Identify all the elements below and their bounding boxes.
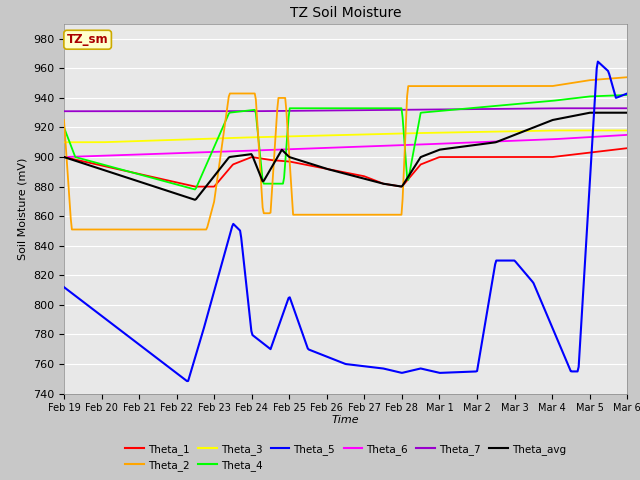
Y-axis label: Soil Moisture (mV): Soil Moisture (mV)	[17, 157, 28, 260]
X-axis label: Time: Time	[332, 415, 360, 425]
Title: TZ Soil Moisture: TZ Soil Moisture	[290, 6, 401, 20]
Text: TZ_sm: TZ_sm	[67, 33, 108, 46]
Legend: Theta_1, Theta_2, Theta_3, Theta_4, Theta_5, Theta_6, Theta_7, Theta_avg: Theta_1, Theta_2, Theta_3, Theta_4, Thet…	[121, 440, 570, 475]
